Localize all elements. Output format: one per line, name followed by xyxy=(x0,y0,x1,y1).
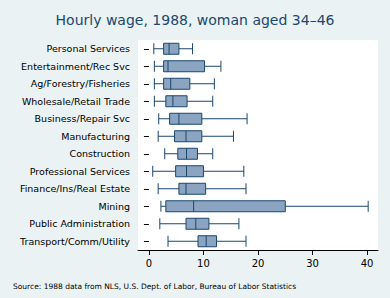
svg-text:Personal Services: Personal Services xyxy=(47,43,131,54)
svg-text:20: 20 xyxy=(252,258,265,269)
svg-text:Wholesale/Retail Trade: Wholesale/Retail Trade xyxy=(22,96,130,107)
svg-text:Entertainment/Rec Svc: Entertainment/Rec Svc xyxy=(21,61,130,72)
svg-text:Manufacturing: Manufacturing xyxy=(61,131,130,142)
svg-text:30: 30 xyxy=(306,258,319,269)
svg-text:Ag/Forestry/Fisheries: Ag/Forestry/Fisheries xyxy=(31,78,130,89)
svg-text:0: 0 xyxy=(146,258,152,269)
svg-text:Business/Repair Svc: Business/Repair Svc xyxy=(35,113,130,124)
svg-text:Transport/Comm/Utility: Transport/Comm/Utility xyxy=(19,236,130,247)
svg-text:Hourly wage, 1988, woman aged: Hourly wage, 1988, woman aged 34–46 xyxy=(56,12,335,28)
svg-text:40: 40 xyxy=(361,258,374,269)
svg-text:10: 10 xyxy=(197,258,210,269)
svg-text:Finance/Ins/Real Estate: Finance/Ins/Real Estate xyxy=(20,183,130,194)
svg-text:Mining: Mining xyxy=(98,201,130,212)
svg-text:Construction: Construction xyxy=(70,148,131,159)
svg-text:Public Administration: Public Administration xyxy=(29,218,130,229)
svg-text:Professional Services: Professional Services xyxy=(30,166,130,177)
svg-text:Source: 1988 data from NLS, U.: Source: 1988 data from NLS, U.S. Dept. o… xyxy=(13,282,296,291)
